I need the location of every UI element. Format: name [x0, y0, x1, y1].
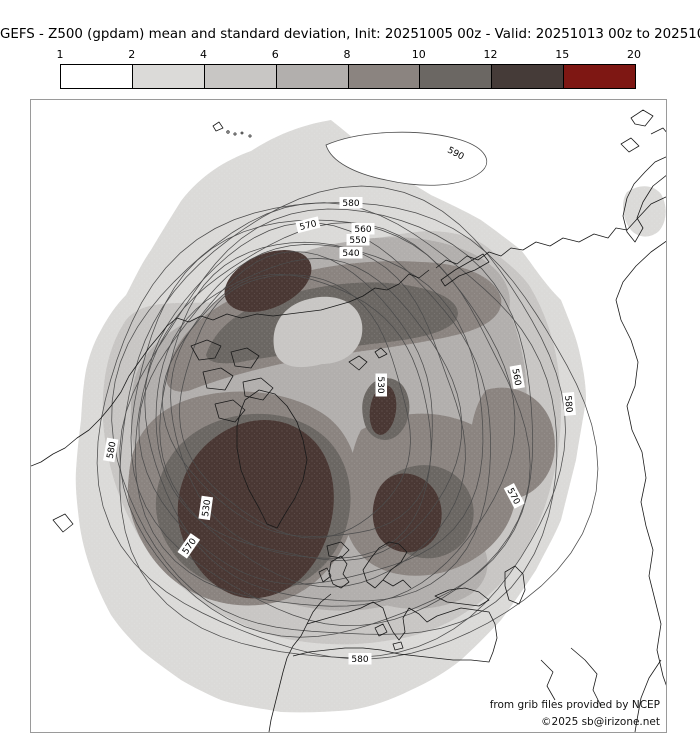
- z500-contour-590: [325, 131, 487, 186]
- contour-label-570: 570: [295, 216, 321, 234]
- contour-label-value: 580: [562, 395, 573, 413]
- z500-contour-565: [130, 219, 531, 626]
- colorbar-tick: 20: [627, 48, 641, 61]
- contour-label-box: [295, 216, 321, 234]
- contour-label-box: [351, 223, 375, 235]
- contour-label-value: 540: [342, 249, 359, 259]
- colorbar-segment: [131, 65, 204, 88]
- attribution-copyright: ©2025 sb@irizone.net: [541, 716, 660, 728]
- contour-label-value: 530: [375, 376, 385, 393]
- z500-contour-525: [179, 274, 411, 539]
- contour-label-box: [339, 247, 363, 259]
- colorbar-segment: [347, 65, 420, 88]
- contour-label-value: 580: [351, 655, 368, 665]
- z500-contour-540: [155, 258, 463, 561]
- colorbar-tick-labels: 1 2 4 6 8 10 12 15 20: [56, 48, 642, 62]
- colorbar-segment: [491, 65, 564, 88]
- z500-contour-580: [119, 185, 566, 658]
- contour-label-value: 580: [342, 199, 359, 209]
- contour-label-580: 580: [348, 653, 372, 665]
- colorbar-tick: 12: [483, 48, 498, 61]
- map-panel: 590 580 570 560 550 540 530 530 560 580 570 580 570 5…: [30, 99, 667, 733]
- colorbar-tick: 10: [411, 48, 426, 61]
- contour-label-530: 530: [198, 495, 214, 521]
- colorbar-tick: 6: [271, 48, 279, 61]
- contour-label-box: [562, 392, 576, 416]
- contour-label-value: 560: [354, 225, 371, 235]
- colorbar: [60, 64, 636, 89]
- contour-label-box: [443, 142, 469, 164]
- contour-label-box: [177, 533, 201, 559]
- z500-contour-560: [134, 222, 516, 607]
- colorbar-segment: [275, 65, 348, 88]
- contour-label-550: 550: [346, 234, 370, 246]
- colorbar-tick: 15: [555, 48, 570, 61]
- coastlines: [31, 109, 666, 732]
- contour-label-box: [348, 653, 372, 665]
- contour-label-box: [339, 197, 363, 209]
- contour-label-box: [375, 373, 387, 397]
- colorbar-tick: 4: [200, 48, 207, 61]
- z500-contour-535: [170, 251, 433, 559]
- contour-label-value: 570: [299, 219, 318, 233]
- contour-label-560: 560: [509, 364, 525, 390]
- contour-label-530: 530: [375, 373, 387, 397]
- colorbar-segment: [419, 65, 492, 88]
- contour-label-560: 560: [351, 223, 375, 235]
- stddev-shading: [31, 100, 666, 732]
- colorbar-tick: 1: [56, 48, 64, 61]
- contour-label-value: 530: [201, 499, 213, 518]
- page-title: GEFS - Z500 (gpdam) mean and standard de…: [0, 27, 700, 42]
- z500-contour-530: [161, 274, 432, 537]
- z500-contours: [96, 185, 599, 660]
- stipple-texture: [31, 100, 666, 732]
- contour-label-580: 580: [103, 437, 119, 463]
- attribution-source: from grib files provided by NCEP: [489, 699, 660, 711]
- contour-label-box: [198, 495, 214, 521]
- contour-label-value: 580: [106, 441, 119, 460]
- contour-label-580: 580: [339, 197, 363, 209]
- colorbar-segment: [203, 65, 276, 88]
- colorbar-segment: [563, 65, 635, 88]
- colorbar-tick: 8: [343, 48, 351, 61]
- contour-label-value: 560: [509, 368, 522, 387]
- contour-label-box: [103, 437, 119, 463]
- colorbar-segment: [61, 65, 132, 88]
- contour-label-value: 550: [349, 236, 366, 246]
- z500-contour-545: [159, 241, 466, 588]
- contour-label-box: [346, 234, 370, 246]
- z500-contour-570: [119, 208, 534, 638]
- contour-label-580: 580: [562, 392, 576, 416]
- z500-contour-585: [96, 202, 599, 660]
- contour-label-box: [509, 364, 525, 390]
- colorbar-tick: 2: [128, 48, 136, 61]
- contour-label-540: 540: [339, 247, 363, 259]
- contour-label-box: [503, 483, 525, 509]
